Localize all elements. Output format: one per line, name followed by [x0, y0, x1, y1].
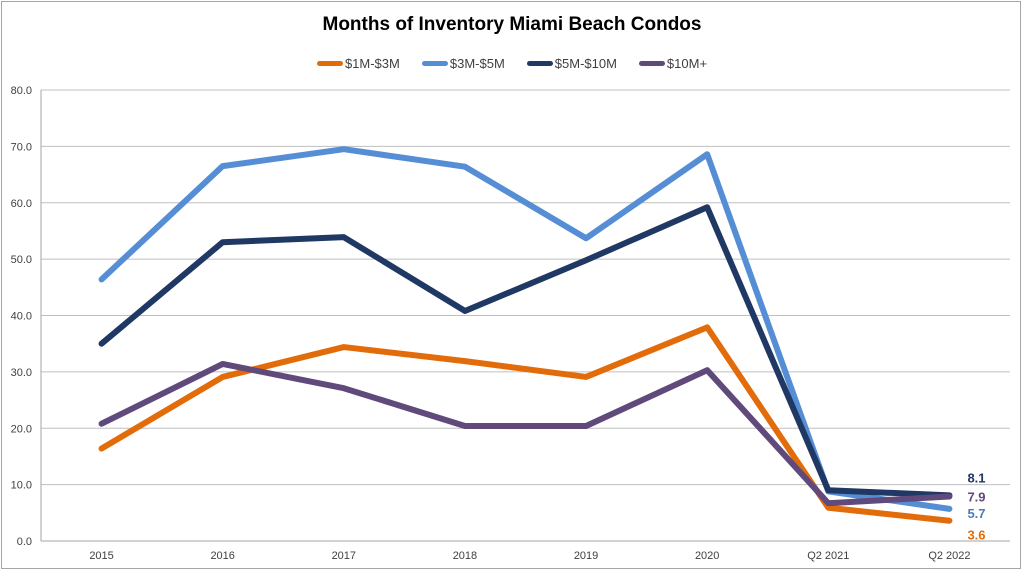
- x-tick-label: 2019: [574, 550, 598, 562]
- legend-item: $1M-$3M: [316, 56, 400, 71]
- legend-swatch: [421, 61, 448, 66]
- data-label: 8.1: [967, 470, 985, 485]
- legend-swatch: [526, 61, 553, 66]
- legend-label: $5M-$10M: [554, 56, 617, 71]
- chart-title: Months of Inventory Miami Beach Condos: [322, 14, 702, 35]
- y-tick-label: 70.0: [11, 141, 32, 153]
- x-tick-label: 2018: [453, 550, 477, 562]
- y-tick-label: 0.0: [17, 536, 32, 548]
- legend: $1M-$3M $3M-$5M $5M-$10M $10M+: [0, 56, 1024, 71]
- y-tick-label: 40.0: [11, 311, 32, 323]
- y-tick-label: 20.0: [11, 423, 32, 435]
- data-label: 5.7: [967, 506, 985, 521]
- legend-item: $3M-$5M: [421, 56, 505, 71]
- data-label: 3.6: [967, 528, 985, 543]
- series-line: [98, 204, 953, 499]
- legend-swatch: [316, 61, 343, 66]
- legend-item: $10M+: [638, 56, 708, 71]
- legend-swatch: [638, 61, 665, 66]
- legend-label: $10M+: [666, 56, 708, 71]
- x-tick-label: 2020: [695, 550, 719, 562]
- x-tick-label: Q2 2021: [807, 550, 849, 562]
- y-tick-label: 50.0: [11, 254, 32, 266]
- series-line: [98, 146, 953, 512]
- x-tick-label: 2016: [210, 550, 234, 562]
- legend-item: $5M-$10M: [526, 56, 617, 71]
- series-line: [98, 360, 953, 507]
- legend-label: $1M-$3M: [344, 56, 400, 71]
- y-tick-label: 60.0: [11, 198, 32, 210]
- x-tick-label: 2015: [89, 550, 113, 562]
- x-tick-label: 2017: [332, 550, 356, 562]
- data-label: 7.9: [967, 489, 985, 504]
- y-tick-label: 10.0: [11, 480, 32, 492]
- y-tick-label: 80.0: [11, 85, 32, 97]
- legend-label: $3M-$5M: [449, 56, 505, 71]
- x-tick-label: Q2 2022: [928, 550, 970, 562]
- y-tick-label: 30.0: [11, 367, 32, 379]
